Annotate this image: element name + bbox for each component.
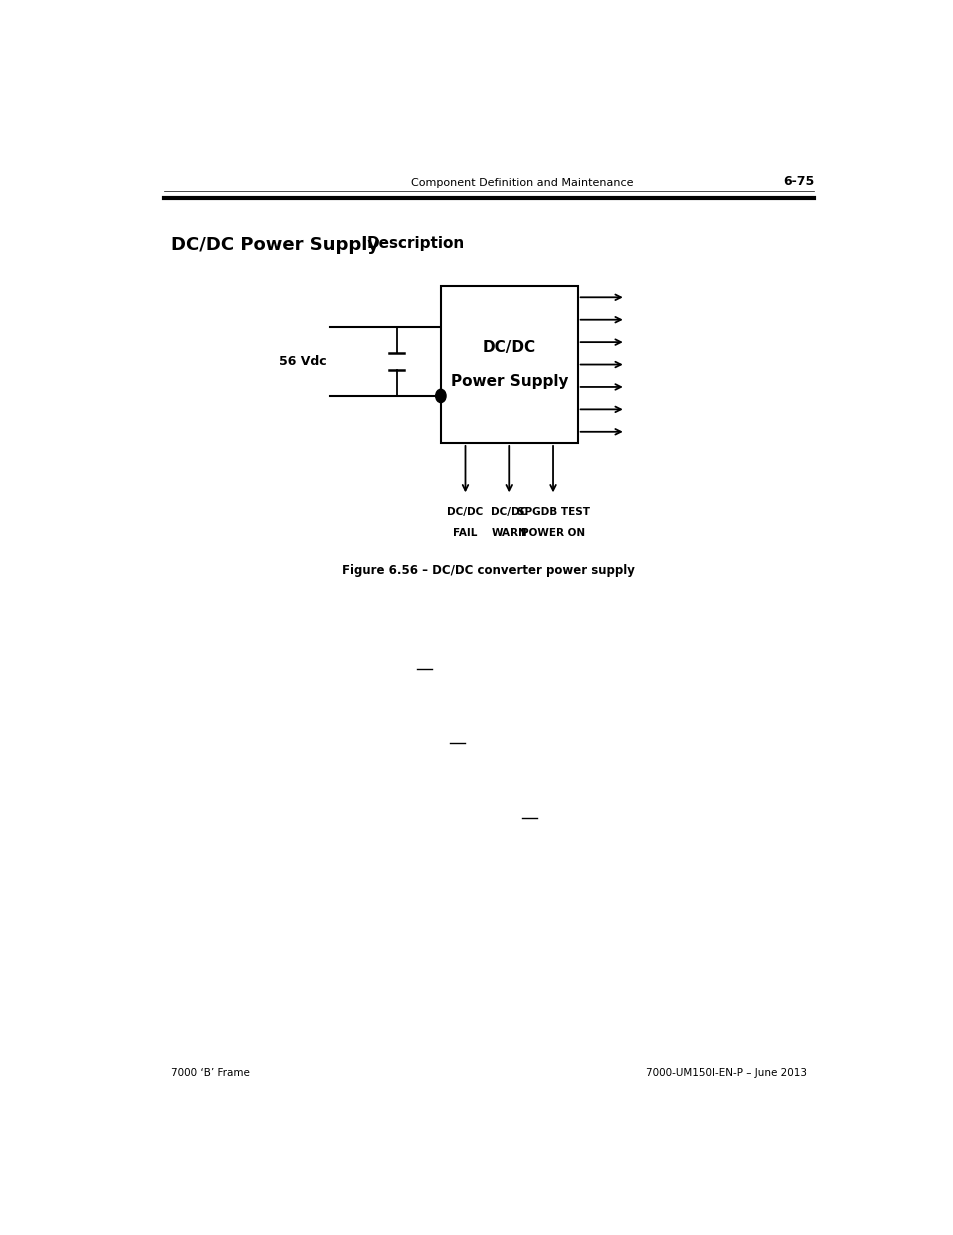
Text: DC/DC: DC/DC bbox=[447, 506, 483, 516]
Text: Description: Description bbox=[367, 236, 465, 251]
Text: 6-75: 6-75 bbox=[782, 175, 813, 188]
Bar bbox=[440, 287, 577, 443]
Text: Figure 6.56 – DC/DC converter power supply: Figure 6.56 – DC/DC converter power supp… bbox=[342, 563, 635, 577]
Text: Power Supply: Power Supply bbox=[450, 374, 567, 389]
Text: SPGDB TEST: SPGDB TEST bbox=[516, 506, 589, 516]
Text: 7000-UM150I-EN-P – June 2013: 7000-UM150I-EN-P – June 2013 bbox=[645, 1068, 806, 1078]
Text: POWER ON: POWER ON bbox=[520, 527, 584, 537]
Text: DC/DC Power Supply: DC/DC Power Supply bbox=[171, 236, 378, 253]
Text: DC/DC: DC/DC bbox=[491, 506, 527, 516]
Text: DC/DC: DC/DC bbox=[482, 340, 536, 354]
Text: 7000 ‘B’ Frame: 7000 ‘B’ Frame bbox=[171, 1068, 250, 1078]
Text: 56 Vdc: 56 Vdc bbox=[278, 354, 326, 368]
Text: Component Definition and Maintenance: Component Definition and Maintenance bbox=[410, 178, 633, 188]
Text: WARN: WARN bbox=[491, 527, 527, 537]
Circle shape bbox=[436, 389, 446, 403]
Text: FAIL: FAIL bbox=[453, 527, 477, 537]
